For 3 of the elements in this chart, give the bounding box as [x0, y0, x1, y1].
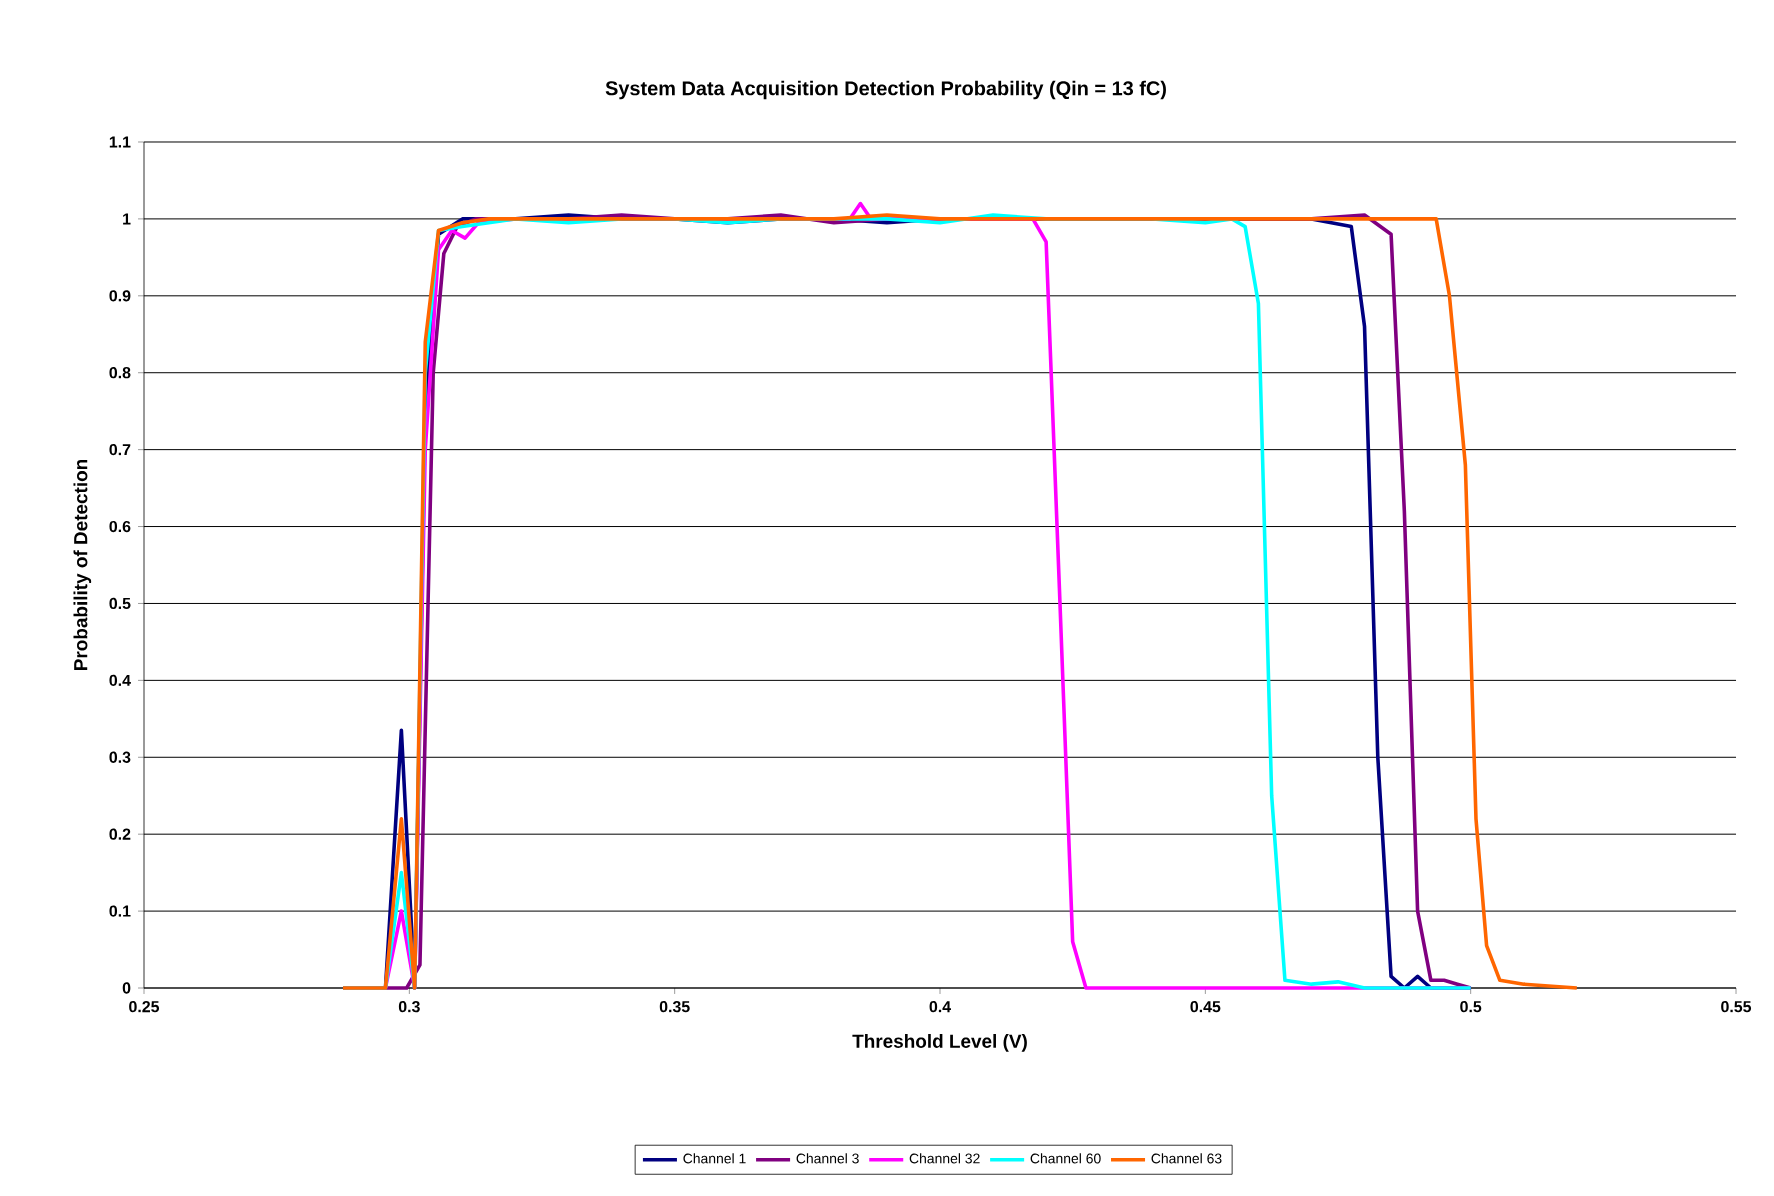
chart-title: System Data Acquisition Detection Probability (Qin = 13 fC)	[605, 80, 1166, 100]
x-axis-title: Threshold Level (V)	[852, 1034, 1027, 1052]
y-axis-title: Probability of Detection	[73, 459, 92, 670]
